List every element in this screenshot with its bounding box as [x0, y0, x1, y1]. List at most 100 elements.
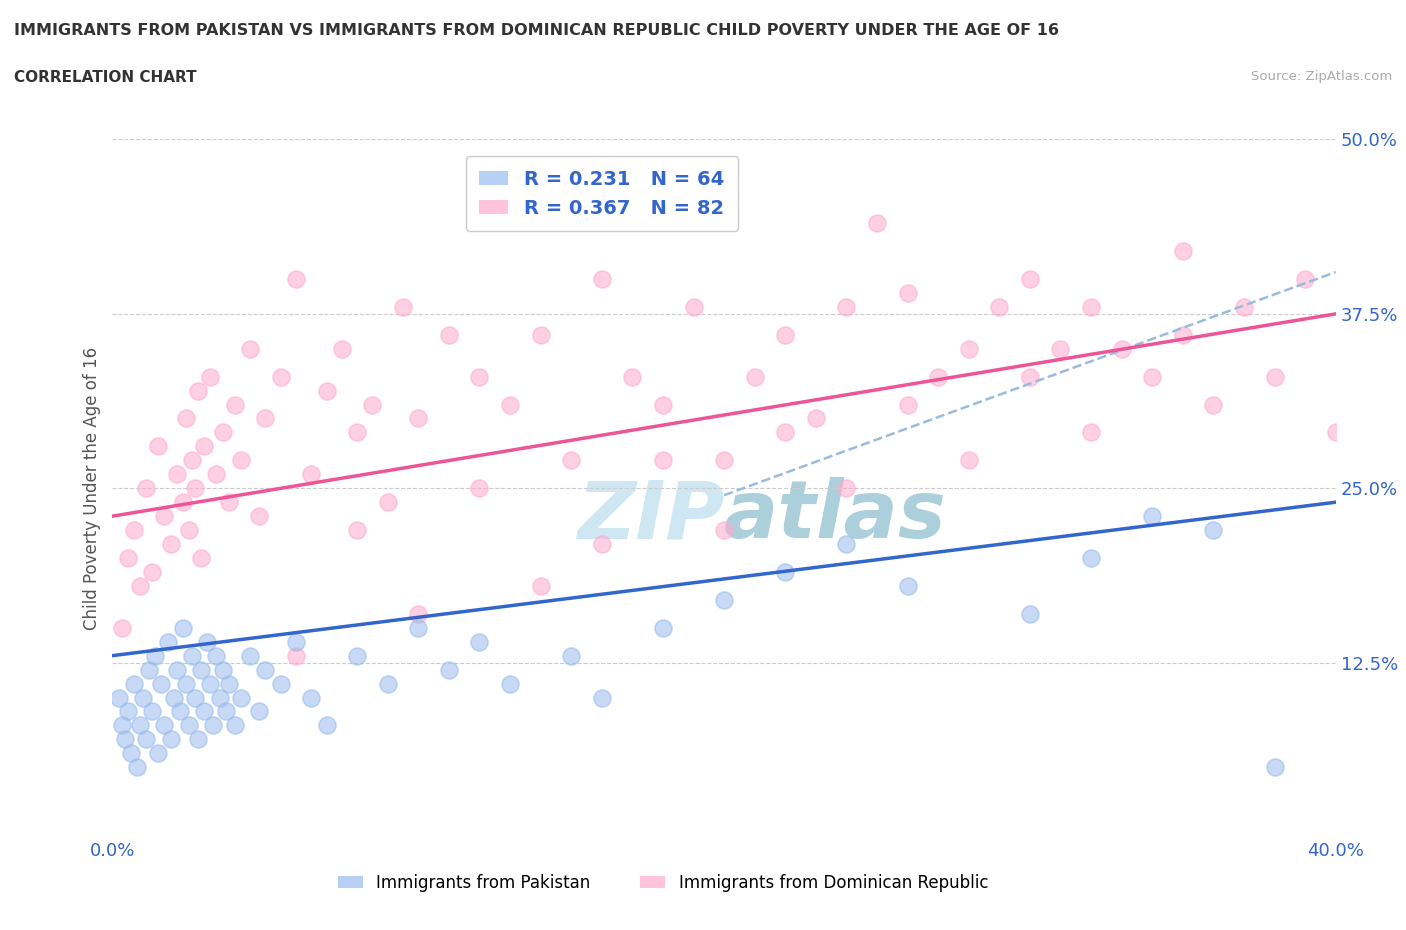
- Point: [408, 606, 430, 621]
- Point: [775, 565, 797, 579]
- Point: [135, 732, 157, 747]
- Text: ZIP: ZIP: [576, 477, 724, 555]
- Point: [1202, 397, 1225, 412]
- Point: [202, 718, 225, 733]
- Point: [835, 481, 858, 496]
- Point: [150, 676, 173, 691]
- Point: [195, 634, 218, 649]
- Point: [200, 369, 222, 384]
- Point: [153, 509, 176, 524]
- Point: [713, 453, 735, 468]
- Point: [218, 676, 240, 691]
- Point: [135, 481, 157, 496]
- Point: [804, 411, 827, 426]
- Point: [184, 481, 207, 496]
- Point: [621, 369, 644, 384]
- Point: [1264, 760, 1286, 775]
- Point: [184, 690, 207, 705]
- Point: [247, 509, 270, 524]
- Point: [193, 439, 215, 454]
- Point: [468, 369, 491, 384]
- Point: [172, 495, 194, 510]
- Point: [270, 676, 292, 691]
- Point: [988, 299, 1011, 314]
- Point: [1324, 425, 1347, 440]
- Point: [141, 704, 163, 719]
- Point: [299, 690, 322, 705]
- Point: [177, 523, 200, 538]
- Point: [239, 341, 262, 356]
- Point: [346, 648, 368, 663]
- Point: [392, 299, 415, 314]
- Point: [190, 551, 212, 565]
- Point: [744, 369, 766, 384]
- Point: [775, 425, 797, 440]
- Text: CORRELATION CHART: CORRELATION CHART: [14, 70, 197, 85]
- Point: [957, 453, 980, 468]
- Point: [224, 397, 246, 412]
- Legend: Immigrants from Pakistan, Immigrants from Dominican Republic: Immigrants from Pakistan, Immigrants fro…: [330, 867, 995, 898]
- Point: [1018, 606, 1040, 621]
- Point: [330, 341, 353, 356]
- Point: [713, 523, 735, 538]
- Point: [181, 648, 204, 663]
- Point: [775, 327, 797, 342]
- Point: [835, 537, 858, 551]
- Point: [315, 383, 337, 398]
- Point: [166, 662, 188, 677]
- Point: [218, 495, 240, 510]
- Point: [111, 718, 134, 733]
- Point: [1080, 425, 1102, 440]
- Point: [190, 662, 212, 677]
- Point: [652, 397, 675, 412]
- Point: [143, 648, 166, 663]
- Point: [1202, 523, 1225, 538]
- Point: [254, 411, 277, 426]
- Point: [193, 704, 215, 719]
- Point: [211, 662, 233, 677]
- Point: [957, 341, 980, 356]
- Point: [1111, 341, 1133, 356]
- Text: Source: ZipAtlas.com: Source: ZipAtlas.com: [1251, 70, 1392, 83]
- Point: [187, 383, 209, 398]
- Point: [107, 690, 129, 705]
- Point: [437, 662, 460, 677]
- Point: [205, 648, 228, 663]
- Point: [591, 272, 613, 286]
- Point: [1142, 509, 1164, 524]
- Point: [652, 453, 675, 468]
- Point: [138, 662, 160, 677]
- Point: [1018, 369, 1040, 384]
- Point: [284, 272, 308, 286]
- Point: [713, 592, 735, 607]
- Point: [897, 578, 920, 593]
- Point: [499, 676, 522, 691]
- Point: [208, 690, 231, 705]
- Point: [1233, 299, 1256, 314]
- Point: [560, 648, 582, 663]
- Point: [1080, 551, 1102, 565]
- Point: [239, 648, 262, 663]
- Point: [499, 397, 522, 412]
- Point: [591, 690, 613, 705]
- Point: [377, 676, 399, 691]
- Point: [159, 537, 181, 551]
- Point: [224, 718, 246, 733]
- Point: [530, 327, 553, 342]
- Point: [129, 718, 152, 733]
- Point: [163, 690, 186, 705]
- Point: [211, 425, 233, 440]
- Point: [437, 327, 460, 342]
- Point: [181, 453, 204, 468]
- Point: [408, 620, 430, 635]
- Point: [1294, 272, 1316, 286]
- Point: [866, 216, 889, 231]
- Point: [172, 620, 194, 635]
- Point: [156, 634, 179, 649]
- Point: [129, 578, 152, 593]
- Point: [247, 704, 270, 719]
- Point: [468, 481, 491, 496]
- Point: [1264, 369, 1286, 384]
- Point: [174, 411, 197, 426]
- Point: [1171, 244, 1194, 259]
